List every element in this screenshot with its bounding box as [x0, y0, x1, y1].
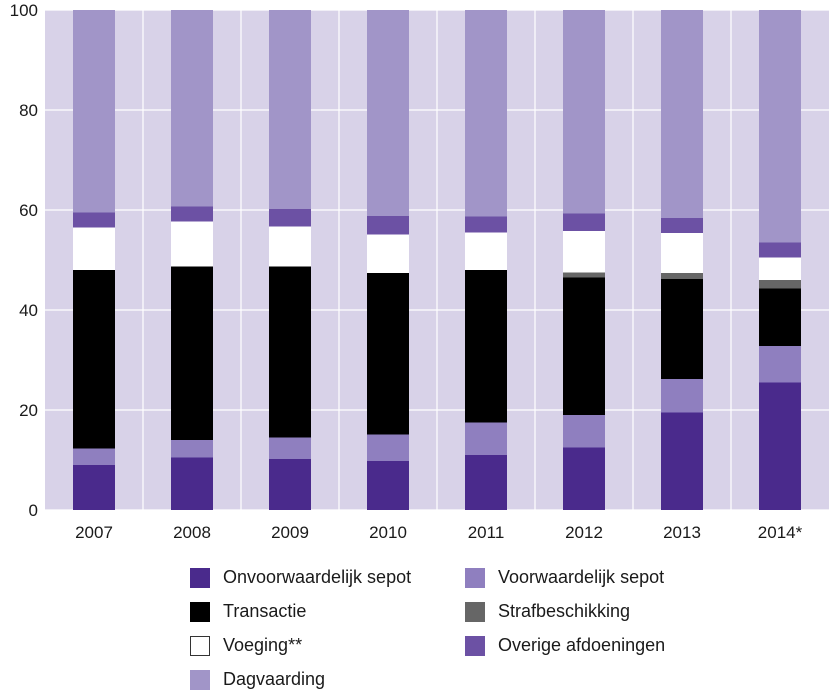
bar-segment	[759, 257, 801, 280]
bar-segment	[661, 279, 703, 379]
bar-segment	[759, 346, 801, 383]
bar-segment	[465, 10, 507, 217]
bar-segment	[563, 272, 605, 278]
bar-segment	[171, 221, 213, 267]
bars	[73, 10, 801, 510]
bar-segment	[367, 434, 409, 461]
bar-segment	[73, 212, 115, 228]
bar-segment	[171, 10, 213, 207]
bar-segment	[171, 457, 213, 510]
bar-segment	[661, 10, 703, 218]
bar-segment	[563, 415, 605, 448]
bar-segment	[661, 379, 703, 413]
bar-segment	[171, 266, 213, 440]
y-axis-tick-labels: 0 20 40 60 80 100	[10, 1, 38, 520]
bar-segment	[759, 288, 801, 346]
x-tick-label: 2007	[75, 523, 113, 542]
bar-segment	[171, 440, 213, 458]
x-axis-tick-labels: 2007 2008 2009 2010 2011 2012 2013 2014*	[75, 523, 803, 542]
y-tick-label: 80	[19, 101, 38, 120]
bar-segment	[367, 234, 409, 273]
bar-segment	[465, 422, 507, 455]
bar-segment	[367, 216, 409, 235]
y-tick-label: 20	[19, 401, 38, 420]
bar-segment	[563, 213, 605, 231]
bar-segment	[269, 209, 311, 227]
bar-segment	[563, 277, 605, 415]
bar-segment	[269, 437, 311, 459]
bar-segment	[563, 447, 605, 510]
bar-segment	[465, 232, 507, 270]
bar-segment	[73, 227, 115, 270]
bar-segment	[465, 270, 507, 423]
bar-segment	[367, 461, 409, 510]
bar-segment	[563, 231, 605, 273]
bar-segment	[269, 459, 311, 510]
bar-segment	[171, 206, 213, 222]
x-tick-label: 2012	[565, 523, 603, 542]
bar-segment	[759, 382, 801, 510]
bar-segment	[759, 10, 801, 243]
bar-segment	[73, 10, 115, 213]
bar-segment	[465, 216, 507, 233]
bar-segment	[661, 273, 703, 279]
bar-segment	[563, 10, 605, 214]
x-tick-label: 2011	[468, 523, 505, 542]
x-tick-label: 2014*	[758, 523, 803, 542]
x-tick-label: 2008	[173, 523, 211, 542]
x-tick-label: 2013	[663, 523, 701, 542]
bar-segment	[367, 10, 409, 216]
bar-segment	[759, 242, 801, 258]
bar-segment	[269, 266, 311, 438]
x-tick-label: 2009	[271, 523, 309, 542]
y-tick-label: 0	[29, 501, 38, 520]
bar-segment	[269, 10, 311, 209]
bar-segment	[367, 273, 409, 435]
y-tick-label: 40	[19, 301, 38, 320]
bar-segment	[661, 218, 703, 233]
bar-segment	[73, 270, 115, 449]
bar-segment	[73, 465, 115, 510]
bar-segment	[759, 280, 801, 289]
y-tick-label: 100	[10, 1, 38, 20]
x-tick-label: 2010	[369, 523, 407, 542]
bar-segment	[661, 412, 703, 510]
bar-segment	[661, 233, 703, 273]
y-tick-label: 60	[19, 201, 38, 220]
bar-segment	[269, 226, 311, 267]
bar-segment	[465, 455, 507, 510]
bar-segment	[73, 448, 115, 465]
